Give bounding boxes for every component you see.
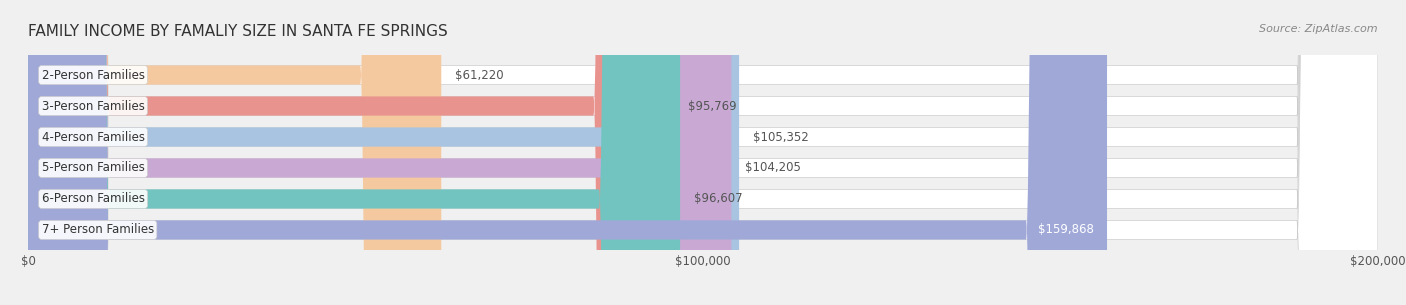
Text: 6-Person Families: 6-Person Families [42, 192, 145, 206]
Text: FAMILY INCOME BY FAMALIY SIZE IN SANTA FE SPRINGS: FAMILY INCOME BY FAMALIY SIZE IN SANTA F… [28, 24, 449, 39]
FancyBboxPatch shape [28, 0, 1378, 305]
Text: $61,220: $61,220 [454, 69, 503, 81]
Text: $96,607: $96,607 [693, 192, 742, 206]
Text: 5-Person Families: 5-Person Families [42, 161, 145, 174]
FancyBboxPatch shape [28, 0, 441, 305]
FancyBboxPatch shape [28, 0, 731, 305]
FancyBboxPatch shape [28, 0, 681, 305]
FancyBboxPatch shape [28, 0, 740, 305]
FancyBboxPatch shape [28, 0, 1378, 305]
Text: $95,769: $95,769 [688, 99, 737, 113]
FancyBboxPatch shape [28, 0, 1378, 305]
FancyBboxPatch shape [28, 0, 1378, 305]
Text: $105,352: $105,352 [752, 131, 808, 144]
FancyBboxPatch shape [28, 0, 1378, 305]
Text: $104,205: $104,205 [745, 161, 801, 174]
Text: Source: ZipAtlas.com: Source: ZipAtlas.com [1260, 24, 1378, 34]
Text: 4-Person Families: 4-Person Families [42, 131, 145, 144]
Text: 3-Person Families: 3-Person Families [42, 99, 145, 113]
Text: 2-Person Families: 2-Person Families [42, 69, 145, 81]
Text: 7+ Person Families: 7+ Person Families [42, 224, 153, 236]
Text: $159,868: $159,868 [1038, 224, 1094, 236]
FancyBboxPatch shape [28, 0, 675, 305]
FancyBboxPatch shape [28, 0, 1378, 305]
FancyBboxPatch shape [28, 0, 1107, 305]
